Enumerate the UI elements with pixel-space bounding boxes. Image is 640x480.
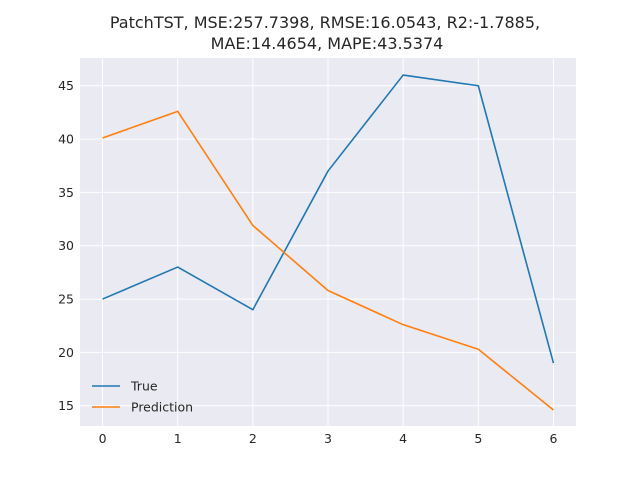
y-tick-label: 20 xyxy=(58,345,74,360)
legend-label-true: True xyxy=(130,379,158,394)
x-tick-label: 4 xyxy=(399,431,407,446)
y-axis: 15 20 25 30 35 40 45 xyxy=(58,78,74,413)
y-tick-label: 40 xyxy=(58,132,74,147)
series-lines xyxy=(102,74,555,411)
y-tick-label: 35 xyxy=(58,185,74,200)
x-tick-label: 6 xyxy=(549,431,557,446)
y-tick-label: 45 xyxy=(58,78,74,93)
series-line-true xyxy=(102,74,555,364)
legend-label-prediction: Prediction xyxy=(131,400,193,415)
y-tick-label: 30 xyxy=(58,238,74,253)
chart-title-line-1: PatchTST, MSE:257.7398, RMSE:16.0543, R2… xyxy=(110,13,540,32)
y-tick-label: 15 xyxy=(58,398,74,413)
y-tick-label: 25 xyxy=(58,292,74,307)
chart-title-line-2: MAE:14.4654, MAPE:43.5374 xyxy=(211,34,444,53)
x-tick-label: 3 xyxy=(324,431,332,446)
grid-lines xyxy=(80,58,576,426)
series-line-prediction xyxy=(102,110,554,411)
x-axis: 0 1 2 3 4 5 6 xyxy=(99,431,558,446)
legend: True Prediction xyxy=(92,379,193,415)
x-tick-label: 0 xyxy=(99,431,107,446)
x-tick-label: 2 xyxy=(249,431,257,446)
x-tick-label: 5 xyxy=(474,431,482,446)
x-tick-label: 1 xyxy=(174,431,182,446)
